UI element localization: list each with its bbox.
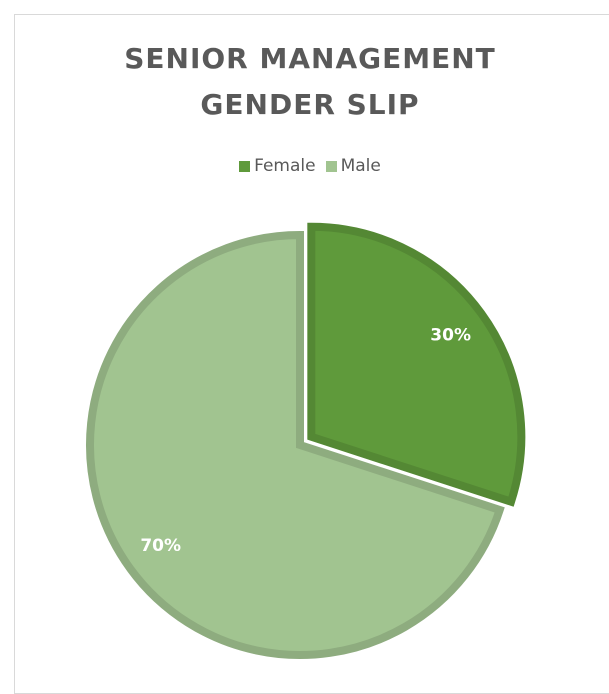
legend-swatch: [325, 160, 337, 172]
pie-slice: [86, 230, 505, 659]
pie-slice: [307, 222, 526, 507]
data-label: 70%: [140, 536, 181, 556]
legend-label: Female: [254, 156, 316, 176]
legend-item: Female: [239, 156, 316, 176]
legend-item: Male: [325, 156, 381, 176]
chart-title: SENIOR MANAGEMENT GENDER SLIP: [124, 42, 496, 121]
chart: 30% 70%: [86, 222, 526, 659]
legend-swatch: [239, 160, 251, 172]
page: SENIOR MANAGEMENT GENDER SLIP Female Male…: [0, 14, 609, 694]
data-label: 30%: [430, 326, 471, 346]
legend-label: Male: [340, 156, 381, 176]
legend: Female Male: [0, 156, 609, 176]
